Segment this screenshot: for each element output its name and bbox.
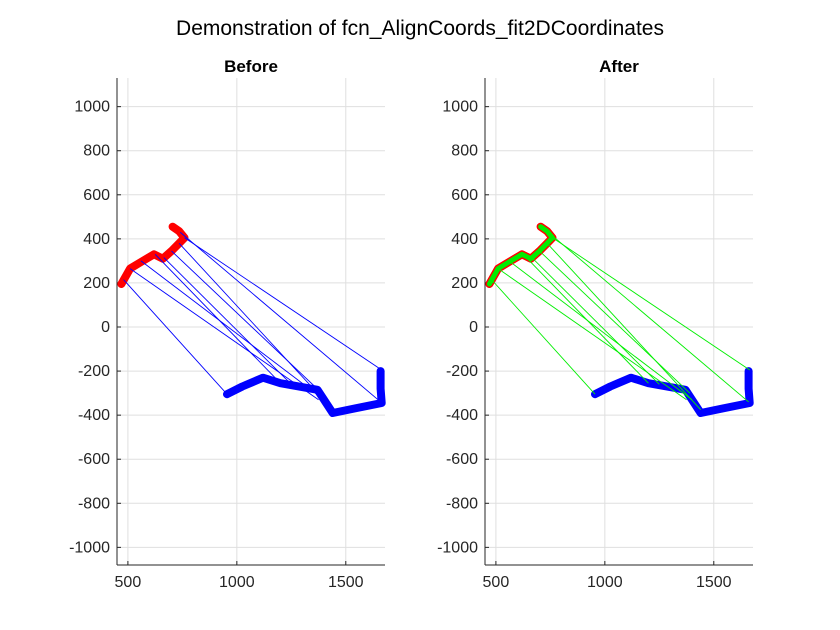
y-tick-label: 200 [451, 275, 478, 292]
x-tick-label: 1000 [219, 574, 255, 591]
y-tick-label: 1000 [442, 99, 478, 116]
x-tick-label: 500 [483, 574, 510, 591]
y-tick-label: 1000 [74, 99, 110, 116]
correspondence-link [531, 257, 660, 385]
x-tick-label: 1000 [587, 574, 623, 591]
correspondence-link [491, 279, 596, 395]
target-path-line [223, 367, 386, 417]
y-tick-label: 0 [101, 319, 110, 336]
x-tick-label: 500 [115, 574, 142, 591]
target-path-line [591, 367, 754, 417]
correspondence-link [546, 242, 702, 410]
correspondence-link [171, 250, 323, 394]
y-tick-label: 800 [83, 143, 110, 160]
y-tick-label: -200 [446, 363, 478, 380]
y-tick-label: 600 [451, 187, 478, 204]
y-tick-label: -600 [446, 451, 478, 468]
after-panel: 500 1000 1500 -1000 -800 -600 -400 -200 0 200 400 6… [437, 57, 754, 591]
y-tick-label: -1000 [69, 539, 110, 556]
y-tick-label: -200 [78, 363, 110, 380]
y-tick-label: -600 [78, 451, 110, 468]
y-tick-label: -400 [78, 407, 110, 424]
correspondence-link [522, 253, 649, 384]
correspondence-link [123, 279, 228, 395]
y-tick-label: -1000 [437, 539, 478, 556]
y-tick-label: -400 [446, 407, 478, 424]
after-panel-title: After [599, 57, 639, 76]
correspondence-link [184, 237, 382, 371]
correspondence-link [129, 268, 319, 401]
y-tick-label: 800 [451, 143, 478, 160]
correspondence-link [539, 250, 691, 394]
correspondence-link [154, 253, 281, 384]
y-tick-label: 400 [451, 231, 478, 248]
y-tick-label: 200 [83, 275, 110, 292]
correspondence-link [497, 268, 687, 401]
correspondence-link [178, 242, 334, 410]
y-tick-label: 600 [83, 187, 110, 204]
aligned-path-line [486, 224, 555, 287]
correspondence-link [547, 231, 749, 403]
x-tick-label: 1500 [328, 574, 364, 591]
correspondence-link [163, 257, 292, 385]
y-tick-label: -800 [78, 495, 110, 512]
figure-title: Demonstration of fcn_AlignCoords_fit2DCo… [176, 17, 664, 40]
y-tick-label: 400 [83, 231, 110, 248]
y-tick-label: 0 [469, 319, 478, 336]
correspondence-link [552, 237, 750, 371]
correspondence-link [508, 260, 693, 401]
y-tick-label: -800 [446, 495, 478, 512]
before-panel-title: Before [224, 57, 278, 76]
correspondence-link [179, 231, 381, 403]
before-panel: 500 1000 1500 -1000 -800 -600 -400 -200 0 200 400 6… [69, 57, 386, 591]
x-tick-label: 1500 [696, 574, 732, 591]
source-path-line [117, 222, 189, 288]
correspondence-link [140, 260, 325, 401]
